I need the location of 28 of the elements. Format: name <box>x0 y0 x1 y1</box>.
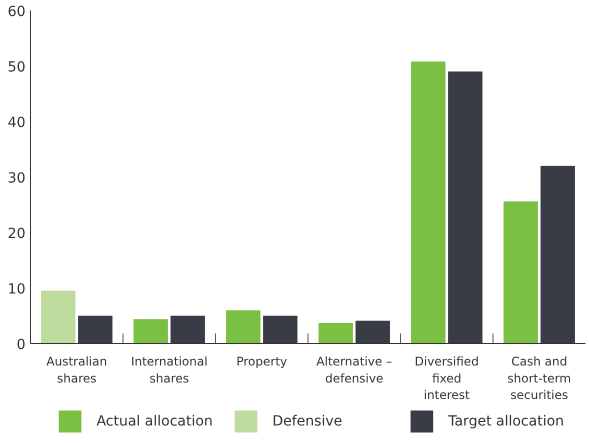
x-tick-label: International shares <box>130 354 208 386</box>
bar <box>263 316 298 344</box>
y-tick-label: 30 <box>8 170 26 186</box>
bar <box>134 319 168 344</box>
bar <box>411 62 446 344</box>
y-tick-label: 0 <box>16 337 26 353</box>
y-tick-label: 50 <box>8 60 26 76</box>
x-tick-label: Cash and short-term securities <box>507 354 572 402</box>
y-tick-label: 10 <box>8 282 26 298</box>
bar <box>226 310 260 344</box>
bar <box>540 166 575 344</box>
y-tick-label: 40 <box>8 115 26 131</box>
x-tick-label: Alternative – defensive <box>316 354 392 386</box>
y-tick-label: 60 <box>8 4 26 20</box>
bar <box>78 316 112 344</box>
legend-label: Target allocation <box>447 414 564 430</box>
x-tick-label: Diversified fixed interest <box>414 354 479 402</box>
bar <box>41 290 76 344</box>
bar <box>318 322 353 344</box>
x-tick-label: Property <box>236 354 288 368</box>
y-tick-label: 20 <box>8 226 26 242</box>
bar <box>448 72 482 344</box>
x-tick-label: Australian shares <box>46 354 108 386</box>
bar <box>356 320 390 344</box>
bar <box>170 316 205 344</box>
legend-label: Defensive <box>272 414 342 430</box>
bar <box>504 201 538 344</box>
legend-label: Actual allocation <box>96 414 213 430</box>
